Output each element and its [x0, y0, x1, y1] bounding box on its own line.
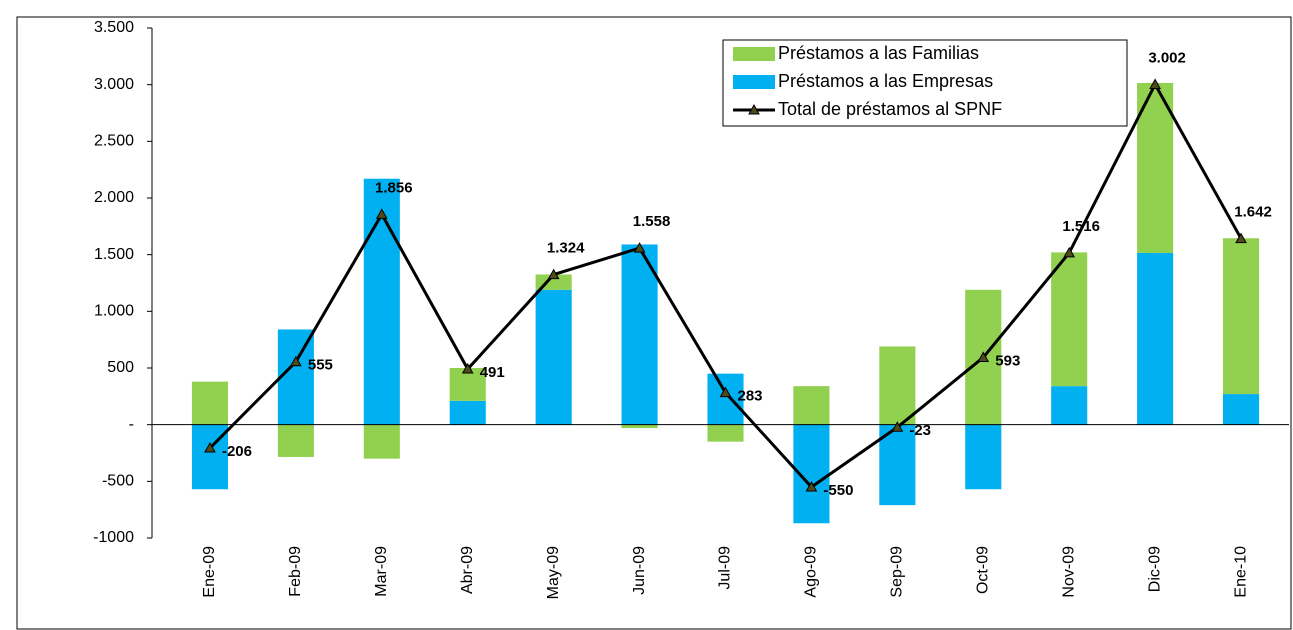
line-marker	[1063, 246, 1076, 258]
line-marker	[977, 351, 990, 362]
x-tick-label: Dic-09	[1146, 546, 1163, 592]
line-marker	[805, 480, 818, 492]
bar	[535, 289, 572, 425]
y-tick-label: -	[129, 416, 134, 433]
legend: Préstamos a las Familias Préstamos a las …	[722, 39, 1128, 127]
data-label: 283	[738, 388, 763, 405]
y-tick-label: 2.500	[94, 133, 134, 150]
line-marker	[204, 441, 216, 453]
bar	[277, 424, 314, 457]
line-marker	[719, 386, 732, 398]
x-tick-label: Oct-09	[974, 546, 991, 594]
x-tick-label: Ene-10	[1232, 546, 1249, 598]
legend-label: Préstamos a las Familias	[778, 43, 979, 63]
data-label: 593	[995, 352, 1020, 369]
chart-border	[16, 16, 1292, 630]
data-label: 491	[480, 364, 505, 381]
bar	[621, 424, 658, 429]
data-label: 3.002	[1148, 49, 1186, 66]
x-tick-label: Feb-09	[287, 546, 304, 597]
bar	[277, 329, 314, 425]
line-marker	[1149, 78, 1161, 89]
y-tick-label: 1.000	[94, 303, 134, 320]
bar	[363, 424, 400, 459]
legend-swatch	[748, 103, 760, 115]
y-tick-label: 500	[107, 359, 134, 376]
bar	[1051, 252, 1088, 387]
x-tick-label: May-09	[545, 546, 562, 599]
y-tick-label: -1000	[93, 529, 134, 546]
bar	[1222, 394, 1260, 425]
data-label: 1.324	[547, 240, 585, 257]
legend-swatch	[733, 47, 775, 61]
data-label: -550	[823, 482, 853, 499]
legend-box	[722, 39, 1128, 127]
data-label: -206	[222, 443, 252, 460]
data-label: -23	[909, 422, 931, 439]
x-tick-label: Sep-09	[889, 546, 906, 598]
data-label: 1.642	[1234, 204, 1272, 221]
bar	[449, 400, 486, 425]
bar	[621, 244, 658, 425]
legend-label: Total de préstamos al SPNF	[778, 99, 1002, 119]
data-label: 555	[308, 357, 333, 374]
legend-label: Préstamos a las Empresas	[778, 71, 993, 91]
x-tick-label: Ago-09	[803, 546, 820, 598]
data-label: 1.516	[1062, 218, 1100, 235]
y-tick-label: 2.000	[94, 189, 134, 206]
bar	[707, 373, 744, 425]
y-tick-label: 3.500	[94, 19, 134, 36]
line-marker	[547, 268, 560, 280]
y-tick-label: -500	[102, 473, 134, 490]
bar	[707, 424, 744, 442]
bar	[965, 424, 1002, 490]
x-tick-label: Jun-09	[631, 546, 648, 595]
x-tick-label: Jul-09	[717, 546, 734, 590]
x-tick-label: Nov-09	[1060, 546, 1077, 598]
line-marker	[375, 208, 388, 219]
x-tick-label: Abr-09	[459, 546, 476, 594]
bar	[191, 381, 229, 425]
bar	[1222, 238, 1260, 395]
bar	[793, 386, 830, 425]
bar	[363, 178, 400, 425]
line-marker	[1235, 232, 1247, 244]
bar	[1051, 386, 1088, 425]
y-tick-label: 3.000	[94, 76, 134, 93]
data-label: 1.856	[375, 179, 413, 196]
line-marker	[290, 355, 302, 367]
bar	[879, 424, 916, 506]
legend-swatch	[733, 75, 775, 89]
bar	[1137, 252, 1174, 425]
line-marker	[891, 421, 904, 432]
bar	[879, 346, 916, 425]
line-marker	[461, 362, 474, 374]
line-marker	[633, 242, 646, 253]
x-tick-label: Ene-09	[201, 546, 218, 598]
y-tick-label: 1.500	[94, 246, 134, 263]
x-tick-label: Mar-09	[373, 546, 390, 597]
data-label: 1.558	[633, 213, 671, 230]
